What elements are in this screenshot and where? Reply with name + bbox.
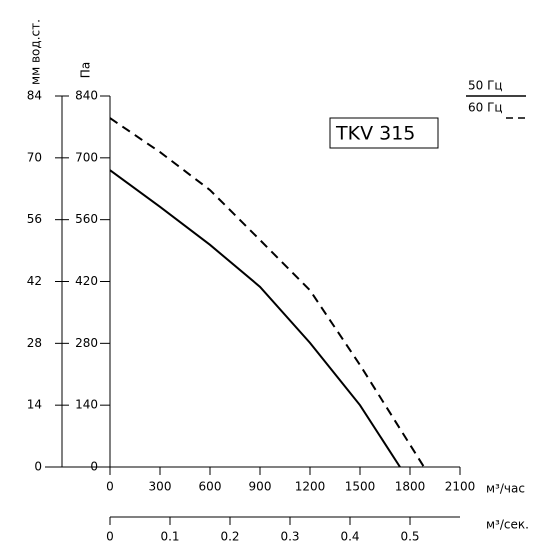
legend-label: 50 Гц (468, 79, 503, 93)
annotation-box (329, 117, 439, 149)
x2-tick-label: 0.1 (160, 530, 179, 544)
x-tick-label: 0 (106, 480, 114, 494)
x2-tick-label: 0.2 (220, 530, 239, 544)
y-tick-label: 700 (75, 150, 98, 164)
series-line (109, 117, 425, 468)
y2-axis-label: мм вод.ст. (29, 19, 43, 85)
y2-tick-label: 70 (27, 150, 42, 164)
y-tick-label: 140 (75, 398, 98, 412)
x-tick-label: 1200 (295, 480, 326, 494)
y2-tick-label: 14 (27, 398, 42, 412)
y2-tick-label: 0 (34, 460, 42, 474)
x-tick-label: 600 (199, 480, 222, 494)
x2-tick-label: 0.5 (400, 530, 419, 544)
series-line (109, 169, 401, 468)
y2-tick-label: 28 (27, 336, 42, 350)
y2-tick-label: 42 (27, 274, 42, 288)
annotation: TKV 315 (335, 123, 415, 145)
x2-axis-label: м³/сек. (486, 518, 529, 532)
y-axis-label: Па (79, 62, 93, 78)
x-tick-label: 2100 (445, 480, 476, 494)
y-tick-label: 280 (75, 336, 98, 350)
legend-label: 60 Гц (468, 101, 503, 115)
y-tick-label: 560 (75, 212, 98, 226)
x2-tick-label: 0 (106, 530, 114, 544)
x-axis-label: м³/час (486, 482, 525, 496)
x-tick-label: 300 (149, 480, 172, 494)
y2-tick-label: 56 (27, 212, 42, 226)
x-tick-label: 900 (249, 480, 272, 494)
y-tick-label: 0 (90, 460, 98, 474)
y-tick-label: 840 (75, 89, 98, 103)
y-tick-label: 420 (75, 274, 98, 288)
x2-tick-label: 0.4 (340, 530, 359, 544)
x-tick-label: 1800 (395, 480, 426, 494)
x-tick-label: 1500 (345, 480, 376, 494)
x2-tick-label: 0.3 (280, 530, 299, 544)
y2-tick-label: 84 (27, 89, 42, 103)
